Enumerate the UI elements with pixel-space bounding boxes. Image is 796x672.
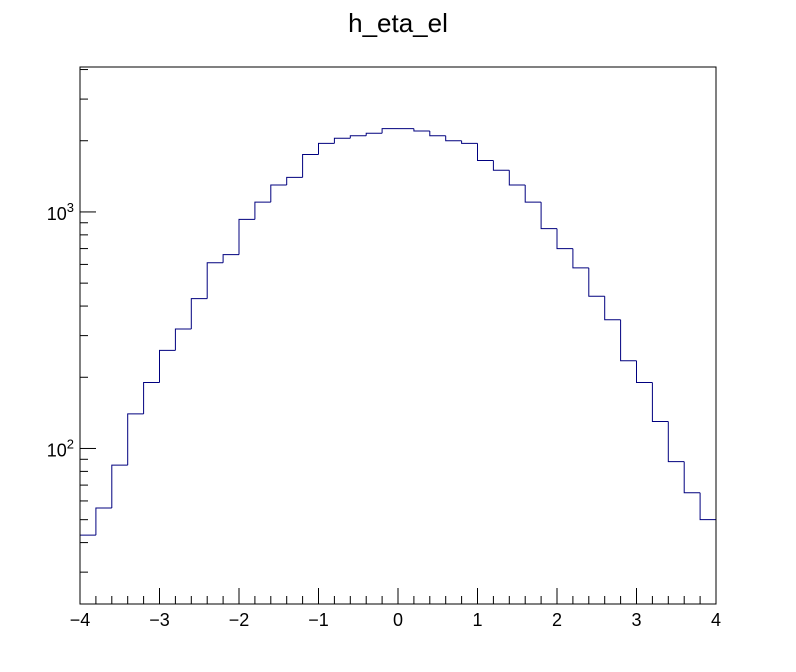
histogram-bin	[508, 170, 526, 186]
histogram-bin	[699, 492, 717, 604]
histogram-bin	[604, 296, 621, 321]
histogram-bins	[79, 128, 717, 604]
histogram-bin	[111, 464, 128, 509]
x-tick-label: 3	[631, 610, 641, 630]
axis-tick-labels: −4 −3 −2 −1 0 1 2 3 4 102 103	[47, 200, 721, 630]
y-tick-label: 102	[47, 436, 74, 460]
x-tick-label: −2	[229, 610, 250, 630]
axis-ticks	[79, 69, 717, 604]
x-tick-label: 1	[472, 610, 482, 630]
histogram-bin	[556, 228, 573, 250]
histogram-bin	[333, 137, 351, 144]
histogram-bin	[79, 534, 96, 604]
histogram-bin	[413, 128, 430, 132]
x-tick-label: −3	[149, 610, 170, 630]
histogram-bin	[683, 461, 701, 494]
x-tick-label: 4	[711, 610, 721, 630]
histogram-bin	[365, 132, 383, 136]
histogram-bin	[206, 262, 224, 299]
x-tick-label: 2	[552, 610, 562, 630]
histogram-bin	[461, 140, 478, 144]
histogram-bin	[572, 248, 589, 269]
histogram-bin	[667, 421, 685, 463]
histogram-bin	[429, 130, 446, 137]
histogram-bin	[159, 349, 176, 383]
histogram-bin	[477, 143, 494, 161]
x-tick-label: −4	[70, 610, 91, 630]
histogram-bin	[270, 184, 287, 203]
histogram-bin	[143, 382, 160, 414]
x-tick-label: 0	[393, 610, 403, 630]
histogram-bin	[302, 153, 319, 178]
histogram-bin	[190, 298, 208, 329]
histogram-bin	[381, 128, 398, 134]
histogram-bin	[222, 254, 239, 263]
histogram-bin	[524, 184, 542, 203]
histogram-bin	[540, 202, 557, 230]
histogram-bin	[174, 328, 192, 351]
histogram-bin	[636, 360, 653, 384]
y-tick-label: 103	[47, 200, 74, 224]
histogram-bin	[445, 135, 462, 142]
histogram-bin	[620, 319, 637, 362]
histogram-bin	[127, 413, 144, 466]
histogram-bin	[238, 218, 255, 255]
histogram-bin	[651, 382, 669, 423]
x-tick-label: −1	[308, 610, 329, 630]
histogram-bin	[286, 176, 303, 185]
histogram-bin	[95, 507, 112, 536]
histogram-bin	[588, 267, 605, 297]
histogram-bin	[349, 135, 367, 139]
chart-title: h_eta_el	[348, 8, 448, 38]
histogram-bin	[492, 160, 510, 171]
plot-frame	[79, 66, 717, 605]
histogram-bin	[254, 201, 271, 220]
histogram-bin	[318, 142, 335, 155]
